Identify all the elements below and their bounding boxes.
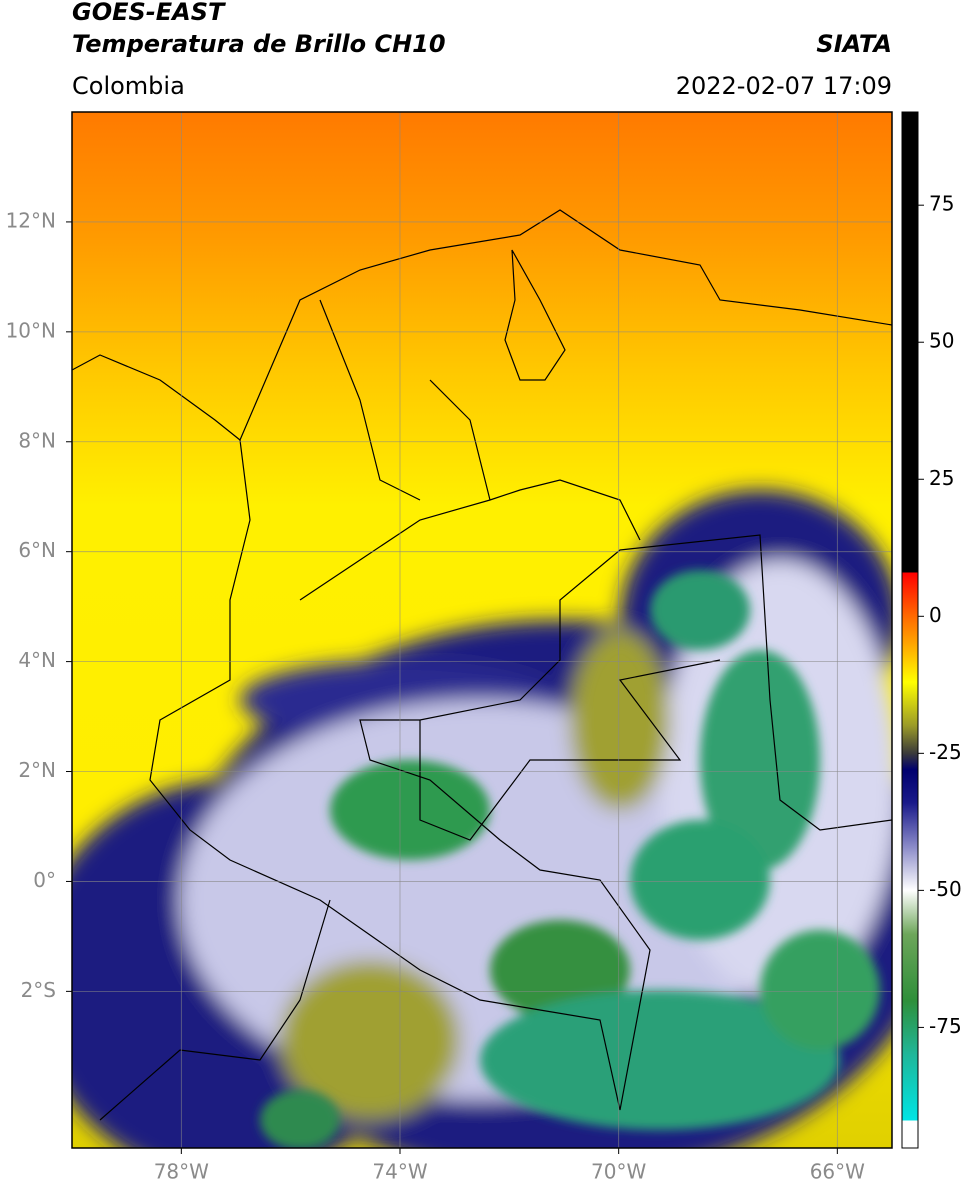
- datetime: 2022-02-07 17:09: [676, 72, 892, 100]
- map-frame: [71, 111, 893, 1149]
- colorbar-tick-label: 25: [929, 466, 954, 490]
- y-tick-label: 6°N: [18, 538, 56, 562]
- x-tick-label: 74°W: [372, 1160, 427, 1184]
- coastlines: [72, 209, 892, 1121]
- colorbar-tick-label: 0: [929, 603, 942, 627]
- satellite-image: [72, 112, 892, 1148]
- title-line: Temperatura de Brillo CH10: [72, 30, 446, 58]
- colorbar-tick-label: -50: [929, 877, 962, 901]
- region: Colombia: [72, 72, 185, 100]
- y-tick-label: 10°N: [6, 318, 56, 342]
- colorbar: [901, 111, 919, 1149]
- colorbar-tick-label: -25: [929, 740, 962, 764]
- y-tick-label: 12°N: [6, 208, 56, 232]
- x-tick-label: 66°W: [810, 1160, 865, 1184]
- colorbar-tick-label: -75: [929, 1014, 962, 1038]
- x-tick-label: 70°W: [591, 1160, 646, 1184]
- source: SIATA: [816, 30, 892, 58]
- y-tick-label: 8°N: [18, 428, 56, 452]
- colorbar-tick-label: 75: [929, 192, 954, 216]
- title-line: GOES-EAST: [72, 0, 226, 26]
- y-tick-label: 0°: [33, 868, 56, 892]
- colorbar-tick-label: 50: [929, 329, 954, 353]
- y-tick-label: 2°N: [18, 758, 56, 782]
- y-tick-label: 4°N: [18, 648, 56, 672]
- grid: [72, 112, 892, 1148]
- x-tick-label: 78°W: [154, 1160, 209, 1184]
- y-tick-label: 2°S: [21, 978, 56, 1002]
